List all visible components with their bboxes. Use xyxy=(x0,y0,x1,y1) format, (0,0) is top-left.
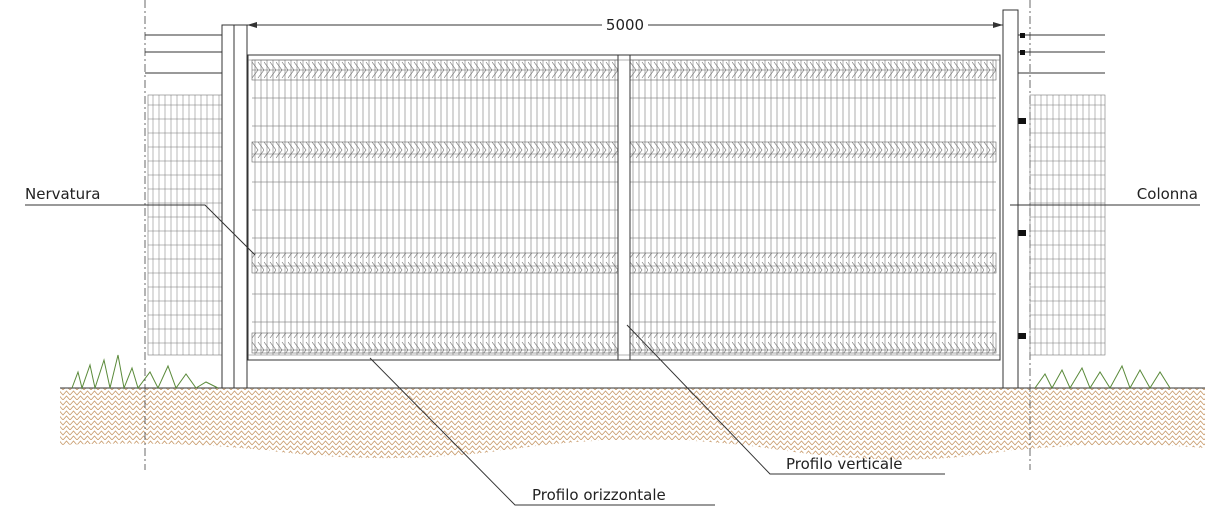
side-fences xyxy=(145,33,1106,356)
label-nervatura: Nervatura xyxy=(25,185,100,203)
dimension-label: 5000 xyxy=(606,16,644,34)
label-profilo-orizzontale: Profilo orizzontale xyxy=(532,486,666,504)
gate xyxy=(247,54,1001,361)
label-colonna: Colonna xyxy=(1137,185,1198,203)
grass xyxy=(71,354,1171,390)
soil xyxy=(60,387,1205,460)
label-profilo-verticale: Profilo verticale xyxy=(786,455,903,473)
callouts: Nervatura Colonna Profilo verticale Prof… xyxy=(25,185,1200,506)
posts xyxy=(221,9,1019,389)
dimension: 5000 xyxy=(247,16,1003,34)
